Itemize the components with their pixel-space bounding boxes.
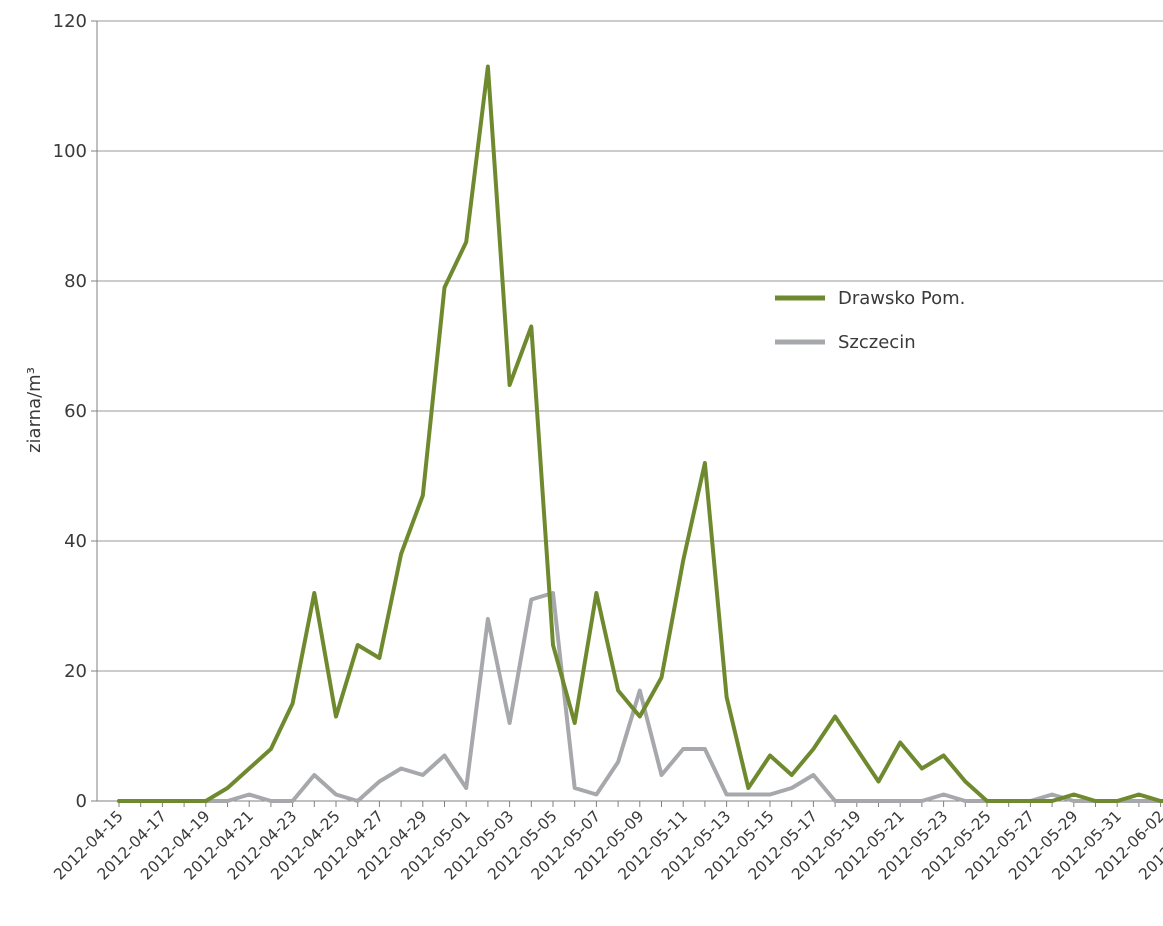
- gridlines: [96, 20, 1163, 802]
- y-tick-label: 20: [64, 661, 87, 682]
- y-tick-label: 120: [53, 11, 87, 32]
- series-lines: [117, 64, 1163, 803]
- legend-label: Drawsko Pom.: [838, 288, 965, 309]
- x-axis: 2012-04-152012-04-172012-04-192012-04-21…: [50, 801, 1163, 884]
- y-axis-title: ziarna/m³: [24, 367, 45, 453]
- legend-label: Szczecin: [838, 332, 916, 353]
- y-tick-label: 80: [64, 271, 87, 292]
- legend: Drawsko Pom. Szczecin: [775, 288, 965, 353]
- y-axis-ticks: 0 20 40 60 80 100 120: [53, 11, 97, 812]
- y-tick-label: 60: [64, 401, 87, 422]
- series-line-drawsko-pom: [117, 64, 1163, 803]
- y-tick-label: 100: [53, 141, 87, 162]
- y-tick-label: 0: [76, 791, 87, 812]
- series-line-szczecin: [117, 591, 1163, 803]
- y-tick-label: 40: [64, 531, 87, 552]
